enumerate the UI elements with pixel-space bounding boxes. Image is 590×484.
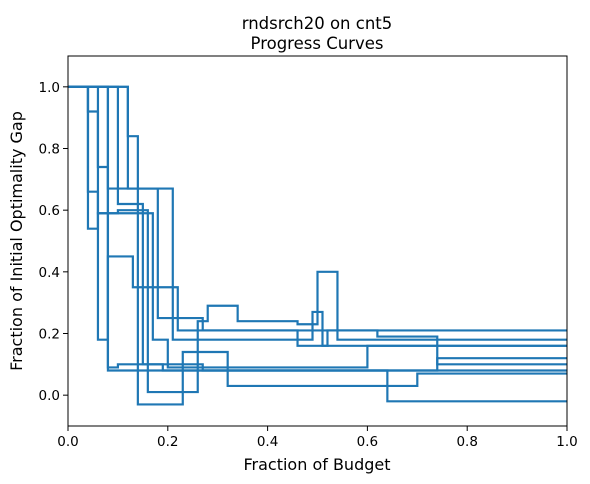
y-tick-label: 1.0 xyxy=(39,80,60,96)
x-tick-label: 0.6 xyxy=(357,434,378,450)
progress-curve-1 xyxy=(68,85,567,347)
axis-ticks: 0.0 0.2 0.4 0.6 0.8 1.0 0.0 0.2 0.4 0.6 0.8 1.0 xyxy=(39,80,578,450)
y-tick-label: 0.4 xyxy=(39,265,60,281)
y-tick-label: 0.6 xyxy=(39,203,60,219)
plot-area xyxy=(68,85,567,406)
x-tick-label: 0.2 xyxy=(157,434,178,450)
x-tick-label: 0.8 xyxy=(456,434,477,450)
x-axis-label: Fraction of Budget xyxy=(243,455,390,474)
y-tick-label: 0.8 xyxy=(39,142,60,158)
progress-curve-9 xyxy=(68,85,567,372)
y-tick-label: 0.2 xyxy=(39,327,60,343)
x-tick-label: 1.0 xyxy=(556,434,577,450)
progress-curve-3 xyxy=(68,85,567,388)
axes-frame xyxy=(67,55,568,427)
y-tick-label: 0.0 xyxy=(39,388,60,404)
chart-title-line-1: rndsrch20 on cnt5 xyxy=(242,14,393,33)
x-tick-label: 0.0 xyxy=(57,434,78,450)
progress-curve-2 xyxy=(68,85,567,347)
progress-curve-8 xyxy=(68,85,567,366)
x-tick-label: 0.4 xyxy=(257,434,278,450)
progress-curve-5 xyxy=(68,85,567,403)
chart-title-line-2: Progress Curves xyxy=(251,34,384,53)
y-axis-label: Fraction of Initial Optimality Gap xyxy=(7,111,26,371)
